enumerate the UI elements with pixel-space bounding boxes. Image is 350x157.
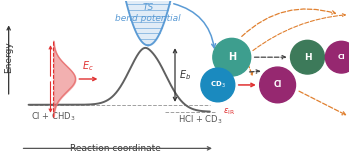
Text: TS
bend potential: TS bend potential <box>115 3 181 23</box>
Text: Reaction coordinate: Reaction coordinate <box>70 144 161 153</box>
Text: $E_b$: $E_b$ <box>179 68 191 82</box>
Circle shape <box>201 68 235 102</box>
Circle shape <box>326 41 350 73</box>
Text: HCl + CD$_3$: HCl + CD$_3$ <box>178 113 223 126</box>
Text: Cl: Cl <box>273 80 282 89</box>
Text: Cl: Cl <box>337 54 345 60</box>
Text: $E_c$: $E_c$ <box>83 59 94 73</box>
Circle shape <box>213 38 251 76</box>
Text: CD$_3$: CD$_3$ <box>210 80 226 90</box>
Circle shape <box>260 67 295 103</box>
Circle shape <box>290 40 324 74</box>
Text: H: H <box>228 52 236 62</box>
Text: Energy: Energy <box>4 41 13 73</box>
Text: Cl + CHD$_3$: Cl + CHD$_3$ <box>30 110 75 123</box>
Text: $\varepsilon_{\mathrm{IR}}$: $\varepsilon_{\mathrm{IR}}$ <box>223 107 235 117</box>
Text: H: H <box>304 53 311 62</box>
